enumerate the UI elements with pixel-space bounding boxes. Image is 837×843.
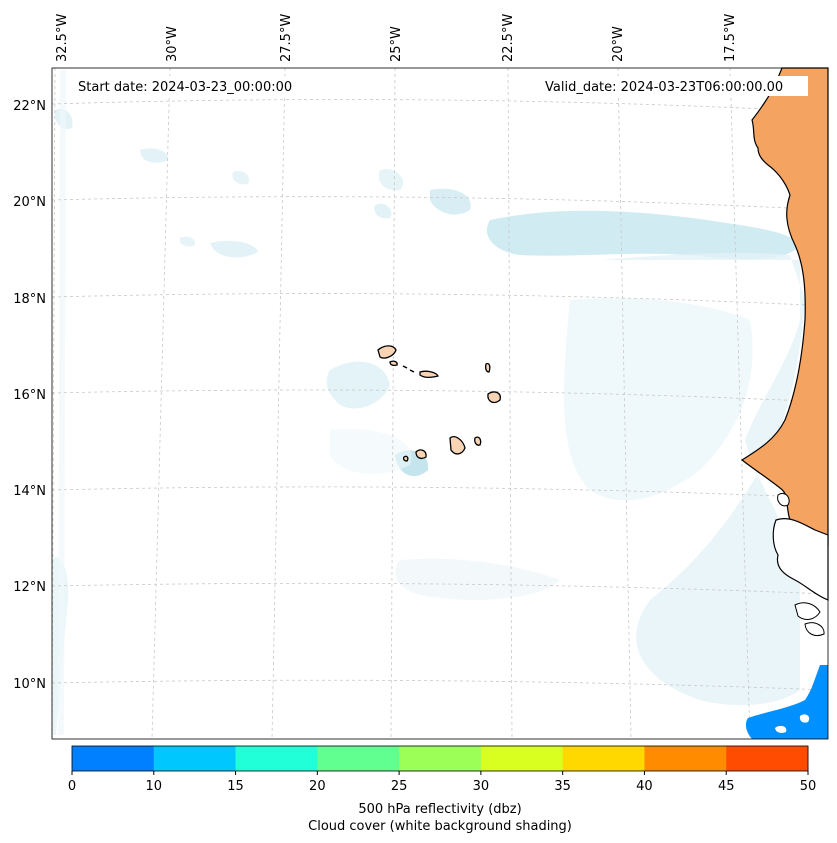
colorbar-ticks: 0 10 15 20 25 30 35 40 45 50 <box>68 771 816 794</box>
colorbar-segment <box>562 746 645 771</box>
longitude-label: 32.5°W <box>55 14 70 62</box>
grid-lines <box>51 67 829 740</box>
cloud-cover-shading <box>52 70 805 735</box>
start-date-box <box>72 76 314 96</box>
radar-reflectivity <box>745 665 828 739</box>
colorbar-segment <box>399 746 482 771</box>
latitude-label: 18°N <box>13 292 46 307</box>
santiago-island <box>449 436 466 455</box>
latitude-label: 12°N <box>13 580 46 595</box>
colorbar-subtitle: Cloud cover (white background shading) <box>308 819 572 834</box>
colorbar-segment <box>72 746 155 771</box>
latitude-label: 14°N <box>13 484 46 499</box>
valid-date-box <box>538 76 808 96</box>
colorbar-segment <box>644 746 727 771</box>
longitude-label: 25°W <box>389 26 404 62</box>
colorbar-segment <box>726 746 809 771</box>
latitude-label: 10°N <box>13 677 46 692</box>
longitude-label: 17.5°W <box>723 14 738 62</box>
latitude-label: 22°N <box>13 99 46 114</box>
longitude-labels: 32.5°W 30°W 27.5°W 25°W 22.5°W 20°W 17.5°W <box>55 14 738 62</box>
map-frame <box>51 67 829 740</box>
longitude-label: 30°W <box>165 26 180 62</box>
colorbar-tick-label: 50 <box>800 779 817 794</box>
fogo-island <box>415 449 427 459</box>
colorbar-tick-label: 25 <box>391 779 408 794</box>
colorbar-tick-label: 10 <box>146 779 163 794</box>
mainland-africa <box>740 67 829 637</box>
longitude-label: 20°W <box>611 26 626 62</box>
latitude-labels: 22°N 20°N 18°N 16°N 14°N 12°N 10°N <box>13 99 46 692</box>
colorbar-segment <box>480 746 564 771</box>
santo-antao-island <box>377 345 397 359</box>
colorbar-segment <box>235 746 318 771</box>
colorbar <box>72 746 809 771</box>
latitude-label: 16°N <box>13 388 46 403</box>
colorbar-frame <box>71 745 809 772</box>
colorbar-tick-label: 30 <box>473 779 490 794</box>
colorbar-tick-label: 40 <box>636 779 653 794</box>
sal-island <box>484 362 491 373</box>
colorbar-tick-label: 0 <box>68 779 76 794</box>
start-date-label: Start date: 2024-03-23_00:00:00 <box>78 80 292 95</box>
colorbar-tick-label: 45 <box>718 779 735 794</box>
valid-date-label: Valid_date: 2024-03-23T06:00:00.00 <box>545 80 783 95</box>
brava-island <box>402 455 409 462</box>
boa-vista-island <box>487 391 501 404</box>
colorbar-tick-label: 20 <box>309 779 326 794</box>
latitude-label: 20°N <box>13 195 46 210</box>
colorbar-title: 500 hPa reflectivity (dbz) <box>358 802 521 817</box>
colorbar-tick-label: 15 <box>227 779 244 794</box>
cape-verde-islands <box>377 345 501 462</box>
colorbar-tick-label: 35 <box>554 779 571 794</box>
colorbar-segment <box>153 746 237 771</box>
longitude-label: 22.5°W <box>501 14 516 62</box>
maio-island <box>474 436 482 446</box>
colorbar-segment <box>317 746 400 771</box>
sao-nicolau-island <box>419 370 439 379</box>
longitude-label: 27.5°W <box>279 14 294 62</box>
